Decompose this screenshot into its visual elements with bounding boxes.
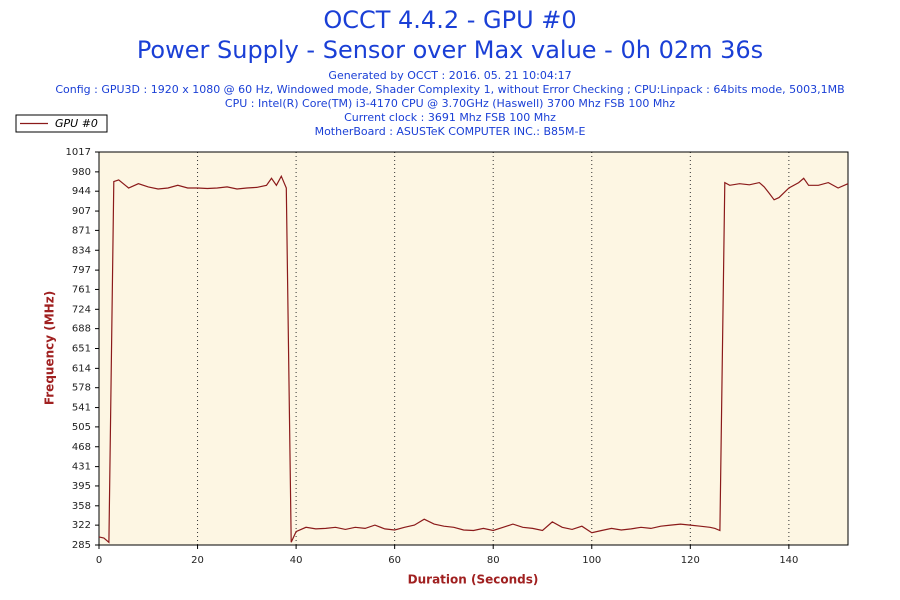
- y-tick-label: 871: [72, 225, 91, 236]
- y-tick-label: 1017: [66, 147, 91, 158]
- y-tick-label: 614: [72, 363, 91, 374]
- y-tick-label: 724: [72, 304, 91, 315]
- y-tick-label: 651: [72, 344, 91, 355]
- legend-box: [15, 114, 108, 133]
- x-axis-label: Duration (Seconds): [408, 573, 539, 587]
- y-tick-label: 578: [72, 383, 91, 394]
- legend-label: GPU #0: [55, 117, 98, 130]
- x-tick-label: 40: [290, 555, 303, 566]
- y-tick-label: 761: [72, 284, 91, 295]
- plot-area: [99, 152, 848, 545]
- x-tick-label: 80: [487, 555, 500, 566]
- y-tick-label: 688: [72, 324, 91, 335]
- y-tick-label: 505: [72, 422, 91, 433]
- info-line: MotherBoard : ASUSTeK COMPUTER INC.: B85…: [315, 125, 586, 138]
- info-line: Config : GPU3D : 1920 x 1080 @ 60 Hz, Wi…: [55, 83, 844, 96]
- y-tick-label: 944: [72, 186, 91, 197]
- y-tick-label: 468: [72, 442, 91, 453]
- y-tick-label: 541: [72, 403, 91, 414]
- x-tick-label: 60: [388, 555, 401, 566]
- y-axis-label: Frequency (MHz): [43, 291, 57, 405]
- x-tick-label: 100: [582, 555, 601, 566]
- x-tick-label: 20: [191, 555, 204, 566]
- x-tick-label: 140: [779, 555, 798, 566]
- y-tick-label: 797: [72, 265, 91, 276]
- y-tick-label: 395: [72, 481, 91, 492]
- y-tick-label: 980: [72, 167, 91, 178]
- chart-subtitle: Power Supply - Sensor over Max value - 0…: [137, 36, 763, 64]
- y-tick-label: 834: [72, 245, 91, 256]
- x-tick-label: 120: [681, 555, 700, 566]
- data-line: [98, 174, 849, 544]
- plot-frame: [98, 151, 849, 546]
- info-line: CPU : Intel(R) Core(TM) i3-4170 CPU @ 3.…: [225, 97, 675, 110]
- y-tick-label: 358: [72, 501, 91, 512]
- x-tick-label: 0: [96, 555, 102, 566]
- y-tick-label: 285: [72, 540, 91, 551]
- y-tick-label: 907: [72, 206, 91, 217]
- chart-title: OCCT 4.4.2 - GPU #0: [323, 6, 576, 34]
- y-tick-label: 322: [72, 520, 91, 531]
- info-line: Generated by OCCT : 2016. 05. 21 10:04:1…: [328, 69, 571, 82]
- y-tick-label: 431: [72, 462, 91, 473]
- info-line: Current clock : 3691 Mhz FSB 100 Mhz: [344, 111, 556, 124]
